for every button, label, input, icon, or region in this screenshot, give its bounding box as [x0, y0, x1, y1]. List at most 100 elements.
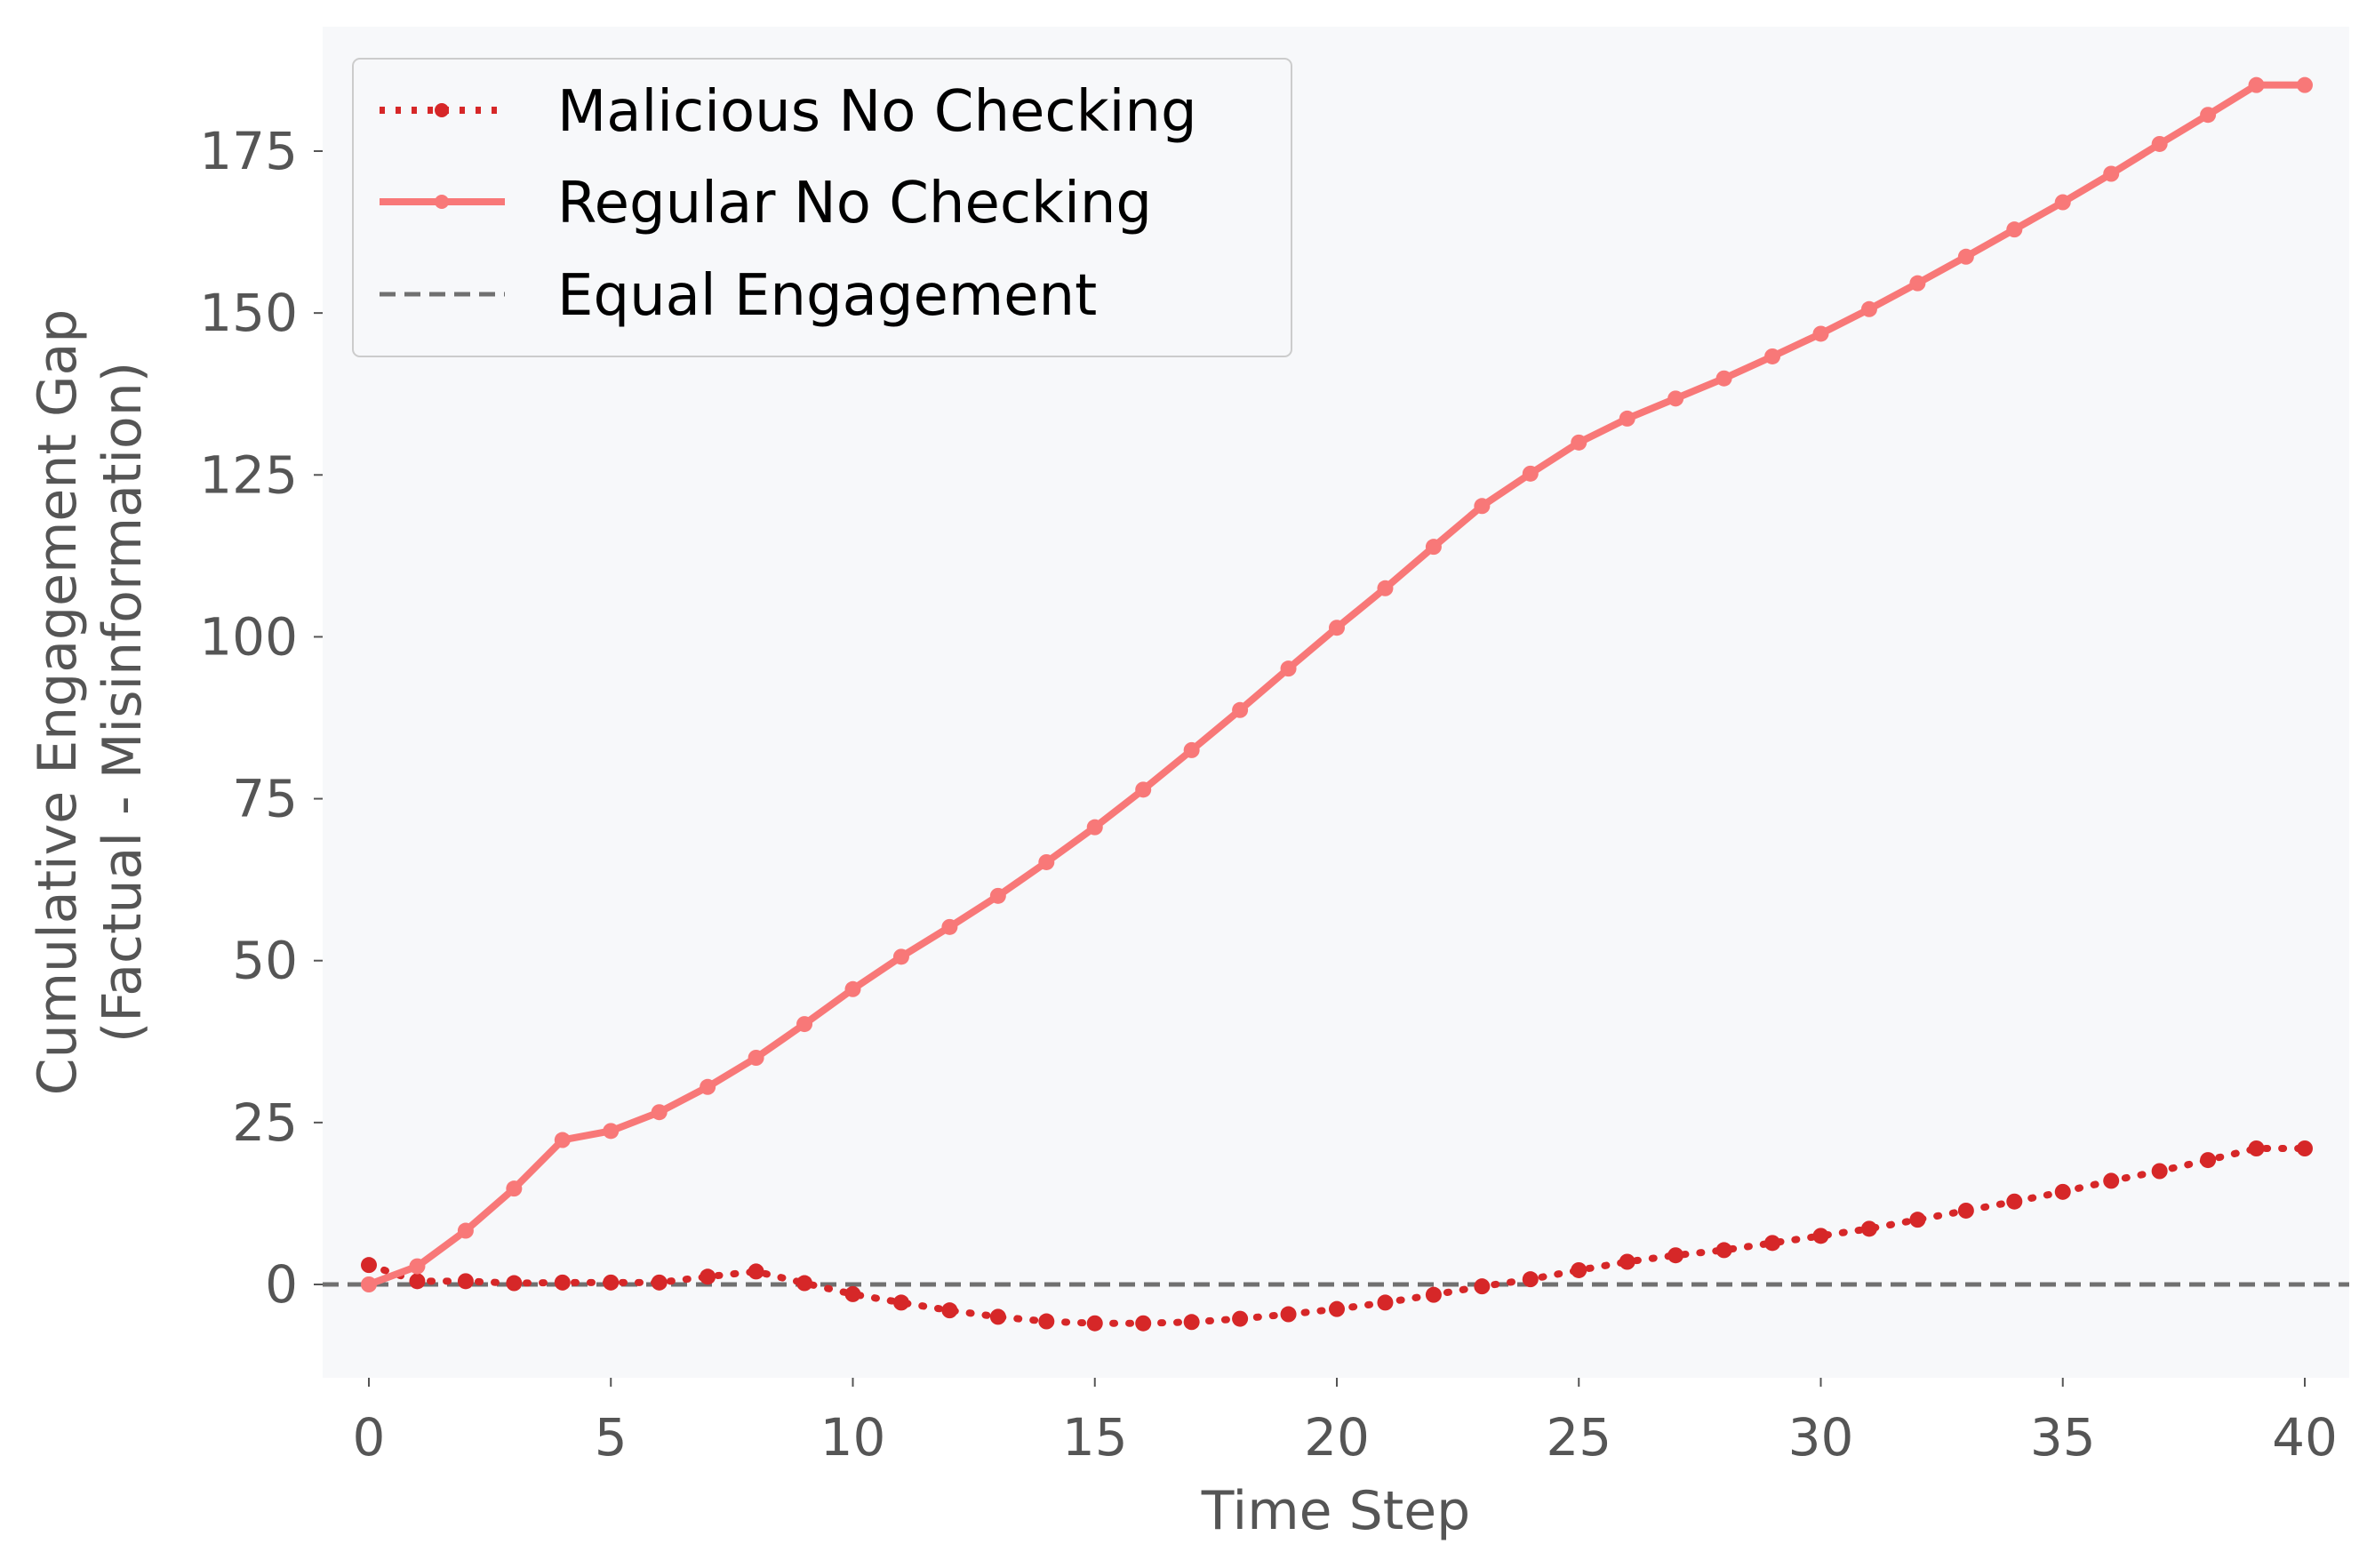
point-regular-no-checking-12 — [941, 918, 958, 935]
point-regular-no-checking-19 — [1280, 660, 1297, 677]
point-malicious-no-checking-16 — [1135, 1315, 1152, 1332]
point-malicious-no-checking-9 — [796, 1275, 813, 1292]
point-regular-no-checking-32 — [1909, 275, 1926, 292]
point-regular-no-checking-17 — [1183, 741, 1200, 758]
point-regular-no-checking-22 — [1425, 539, 1442, 556]
point-malicious-no-checking-36 — [2103, 1172, 2120, 1189]
point-malicious-no-checking-23 — [1474, 1278, 1491, 1295]
point-malicious-no-checking-14 — [1038, 1313, 1055, 1330]
point-malicious-no-checking-11 — [892, 1294, 909, 1311]
x-tick-label-10: 10 — [820, 1407, 886, 1468]
point-regular-no-checking-16 — [1135, 781, 1152, 798]
legend-label-equal: Equal Engagement — [557, 263, 1097, 329]
x-tick-label-20: 20 — [1304, 1407, 1370, 1468]
legend-box — [352, 58, 1292, 357]
point-malicious-no-checking-34 — [2006, 1193, 2023, 1210]
legend-label-malicious: Malicious No Checking — [557, 79, 1197, 145]
y-tick-label-75: 75 — [232, 769, 298, 829]
point-malicious-no-checking-10 — [844, 1285, 861, 1302]
y-tick-label-100: 100 — [199, 606, 298, 667]
y-tick-label-25: 25 — [232, 1092, 298, 1153]
point-malicious-no-checking-39 — [2248, 1140, 2265, 1156]
point-malicious-no-checking-4 — [554, 1274, 571, 1291]
x-tick-label-40: 40 — [2272, 1407, 2338, 1468]
legend-item-equal: Equal Engagement — [380, 263, 1097, 329]
y-tick-label-0: 0 — [265, 1254, 298, 1315]
point-regular-no-checking-30 — [1812, 325, 1829, 342]
point-malicious-no-checking-20 — [1329, 1300, 1345, 1317]
point-regular-no-checking-27 — [1667, 390, 1684, 407]
axis-ticks: 0 5 10 15 20 25 30 35 40 0 25 50 75 100 125 150 175 — [199, 121, 2338, 1468]
point-regular-no-checking-26 — [1619, 410, 1635, 427]
point-malicious-no-checking-27 — [1667, 1247, 1684, 1264]
point-malicious-no-checking-13 — [989, 1308, 1006, 1325]
point-malicious-no-checking-2 — [457, 1273, 474, 1290]
point-regular-no-checking-33 — [1957, 248, 1974, 265]
point-malicious-no-checking-28 — [1715, 1242, 1732, 1259]
point-regular-no-checking-20 — [1329, 620, 1345, 636]
point-malicious-no-checking-3 — [506, 1275, 523, 1292]
point-malicious-no-checking-31 — [1860, 1220, 1877, 1237]
point-regular-no-checking-9 — [796, 1016, 813, 1033]
point-regular-no-checking-24 — [1522, 465, 1539, 482]
point-regular-no-checking-25 — [1571, 434, 1587, 451]
y-tick-label-150: 150 — [199, 283, 298, 343]
point-malicious-no-checking-1 — [409, 1273, 426, 1290]
point-regular-no-checking-21 — [1377, 580, 1394, 596]
legend-marker-regular — [435, 195, 449, 209]
point-malicious-no-checking-22 — [1425, 1286, 1442, 1303]
point-regular-no-checking-10 — [844, 980, 861, 997]
x-axis-label: Time Step — [1201, 1480, 1471, 1542]
point-malicious-no-checking-26 — [1619, 1253, 1635, 1270]
point-regular-no-checking-13 — [989, 887, 1006, 904]
point-malicious-no-checking-15 — [1086, 1315, 1103, 1332]
point-regular-no-checking-39 — [2248, 76, 2265, 93]
point-malicious-no-checking-40 — [2297, 1140, 2313, 1156]
x-tick-label-30: 30 — [1788, 1407, 1854, 1468]
point-regular-no-checking-37 — [2151, 135, 2168, 152]
point-malicious-no-checking-25 — [1571, 1261, 1587, 1278]
x-tick-label-15: 15 — [1062, 1407, 1128, 1468]
x-tick-label-5: 5 — [595, 1407, 628, 1468]
point-malicious-no-checking-29 — [1764, 1235, 1781, 1252]
point-malicious-no-checking-12 — [941, 1302, 958, 1319]
legend-label-regular: Regular No Checking — [557, 171, 1152, 236]
point-regular-no-checking-29 — [1764, 348, 1781, 364]
point-regular-no-checking-23 — [1474, 498, 1491, 515]
point-malicious-no-checking-7 — [700, 1268, 716, 1285]
legend-item-regular: Regular No Checking — [380, 171, 1152, 236]
y-tick-label-125: 125 — [199, 444, 298, 505]
y-axis-label-line2: (Factual - Misinformation) — [92, 362, 154, 1043]
point-regular-no-checking-18 — [1232, 701, 1249, 718]
point-regular-no-checking-6 — [651, 1104, 668, 1121]
x-tick-label-0: 0 — [353, 1407, 386, 1468]
point-regular-no-checking-4 — [554, 1132, 571, 1148]
point-regular-no-checking-14 — [1038, 853, 1055, 870]
point-malicious-no-checking-32 — [1909, 1212, 1926, 1228]
point-malicious-no-checking-8 — [748, 1263, 764, 1280]
point-malicious-no-checking-17 — [1183, 1314, 1200, 1331]
point-regular-no-checking-0 — [361, 1276, 377, 1292]
point-malicious-no-checking-35 — [2054, 1183, 2071, 1200]
point-malicious-no-checking-18 — [1232, 1310, 1249, 1327]
point-regular-no-checking-1 — [409, 1258, 426, 1275]
point-regular-no-checking-38 — [2200, 107, 2217, 124]
point-malicious-no-checking-6 — [651, 1274, 668, 1291]
point-regular-no-checking-28 — [1715, 370, 1732, 387]
point-regular-no-checking-15 — [1086, 819, 1103, 836]
y-axis-label-line1: Cumulative Engagement Gap — [27, 309, 89, 1096]
point-malicious-no-checking-5 — [603, 1274, 620, 1291]
data-marks — [323, 76, 2349, 1332]
point-regular-no-checking-35 — [2054, 194, 2071, 211]
point-regular-no-checking-11 — [892, 948, 909, 965]
point-regular-no-checking-7 — [700, 1078, 716, 1095]
y-tick-label-50: 50 — [232, 931, 298, 991]
point-regular-no-checking-3 — [506, 1180, 523, 1197]
point-regular-no-checking-5 — [603, 1123, 620, 1140]
legend-item-malicious: Malicious No Checking — [380, 79, 1197, 145]
point-malicious-no-checking-0 — [361, 1257, 377, 1274]
legend-marker-malicious — [435, 103, 449, 117]
point-malicious-no-checking-37 — [2151, 1163, 2168, 1180]
point-malicious-no-checking-38 — [2200, 1152, 2217, 1169]
